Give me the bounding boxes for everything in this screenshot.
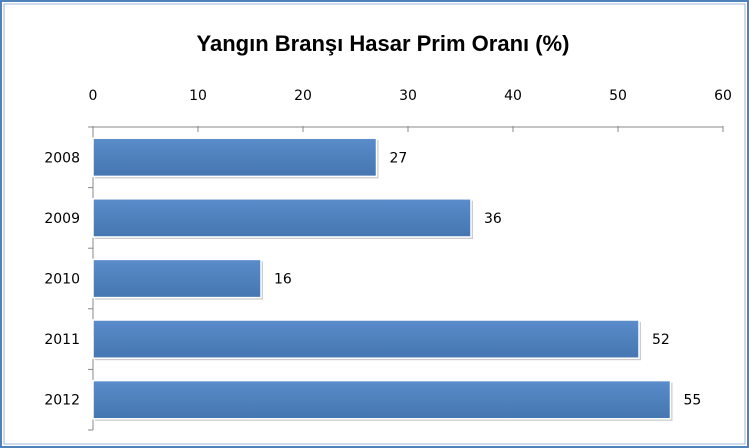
x-tick-label: 0	[89, 88, 98, 104]
y-tick-label: 2012	[44, 393, 80, 409]
data-label: 27	[390, 150, 408, 166]
bar	[92, 258, 262, 299]
x-tick-label: 60	[714, 88, 732, 104]
bar	[92, 379, 672, 420]
data-label: 36	[484, 211, 502, 227]
bar	[92, 319, 640, 359]
x-tick-label: 20	[294, 88, 312, 104]
y-tick-label: 2010	[44, 272, 80, 288]
chart-inner-frame	[3, 3, 746, 445]
y-tick-label: 2008	[44, 150, 80, 166]
x-tick-label: 10	[189, 88, 207, 104]
x-tick-label: 50	[609, 88, 627, 104]
y-tick-label: 2009	[44, 211, 80, 227]
bar	[92, 198, 472, 238]
data-label: 52	[652, 332, 670, 348]
x-tick-label: 30	[399, 88, 417, 104]
y-tick-label: 2011	[44, 332, 80, 348]
bar	[92, 137, 378, 178]
x-tick-label: 40	[504, 88, 522, 104]
data-label: 16	[274, 272, 292, 288]
data-label: 55	[684, 393, 702, 409]
chart-title: Yangın Branşı Hasar Prim Oranı (%)	[197, 31, 570, 56]
